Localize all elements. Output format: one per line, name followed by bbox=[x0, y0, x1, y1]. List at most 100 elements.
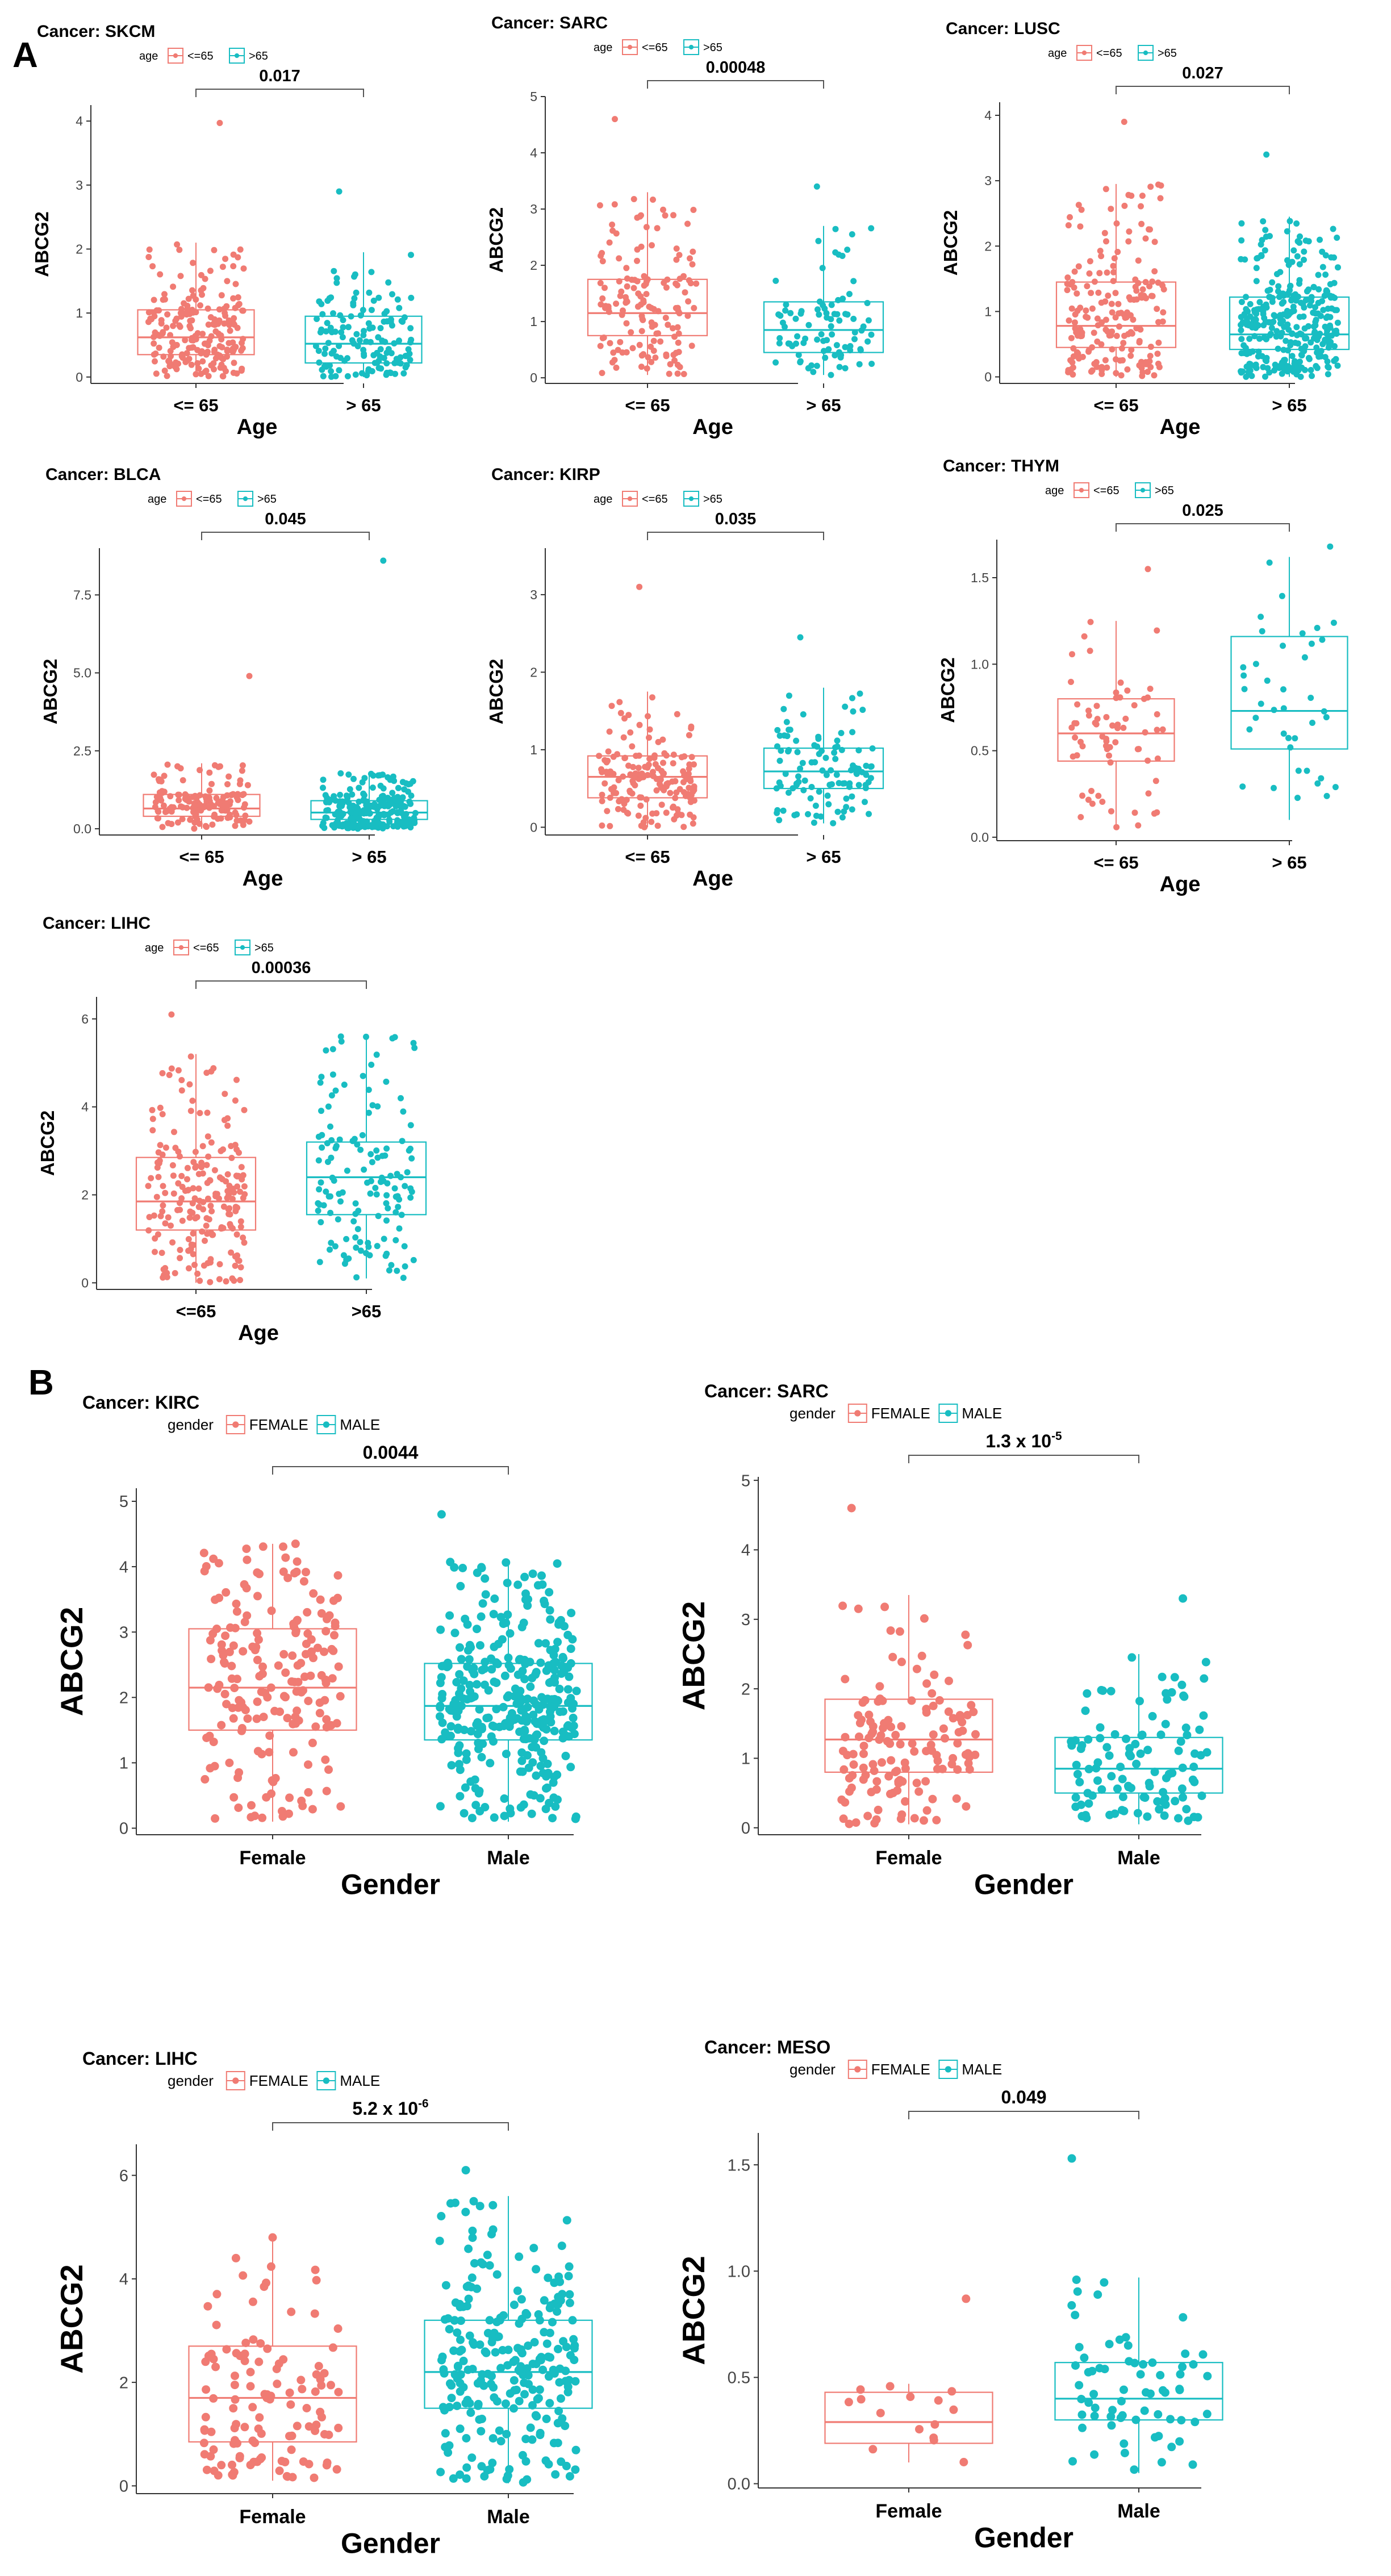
data-point bbox=[465, 1655, 474, 1664]
data-point bbox=[159, 330, 166, 337]
data-point bbox=[317, 1671, 326, 1680]
data-point bbox=[519, 1706, 528, 1715]
data-point bbox=[193, 794, 200, 801]
data-point bbox=[1285, 734, 1292, 741]
data-point bbox=[348, 815, 354, 822]
data-point bbox=[502, 1750, 511, 1759]
data-point bbox=[246, 2368, 255, 2377]
data-point bbox=[638, 352, 645, 359]
data-point bbox=[456, 2387, 465, 2396]
data-point bbox=[851, 336, 858, 343]
data-point bbox=[316, 1186, 323, 1193]
data-point bbox=[1327, 294, 1334, 301]
data-point bbox=[542, 2414, 551, 2423]
data-point bbox=[855, 1718, 864, 1727]
data-point bbox=[922, 1679, 931, 1688]
data-point bbox=[1147, 686, 1154, 692]
data-point bbox=[246, 673, 253, 679]
y-tick-label: 1 bbox=[984, 304, 992, 319]
data-point bbox=[486, 1759, 495, 1768]
data-point bbox=[153, 370, 160, 377]
data-point bbox=[361, 796, 367, 803]
data-point bbox=[644, 772, 651, 778]
data-point bbox=[373, 1051, 380, 1058]
data-point bbox=[452, 1678, 461, 1686]
chart-title: Cancer: KIRP bbox=[491, 465, 600, 484]
data-point bbox=[1070, 371, 1076, 378]
data-point bbox=[1323, 315, 1330, 321]
data-point bbox=[617, 709, 624, 716]
data-point bbox=[962, 2294, 971, 2303]
data-point bbox=[1138, 203, 1144, 210]
data-point bbox=[453, 2402, 462, 2410]
data-point bbox=[1138, 294, 1145, 301]
y-tick-label: 2 bbox=[119, 2374, 128, 2392]
x-axis-title: Age bbox=[243, 867, 283, 891]
panel-label-b: B bbox=[28, 1363, 54, 1402]
data-point bbox=[520, 1572, 529, 1581]
data-point bbox=[436, 1712, 444, 1721]
data-point bbox=[370, 297, 377, 304]
data-point bbox=[407, 824, 414, 830]
data-point bbox=[484, 1686, 493, 1695]
data-point bbox=[1244, 319, 1251, 325]
data-point bbox=[670, 212, 676, 219]
data-point bbox=[227, 798, 233, 805]
data-point bbox=[785, 340, 792, 347]
data-point bbox=[379, 821, 386, 828]
legend-key-dot-1 bbox=[854, 2066, 861, 2073]
data-point bbox=[398, 1095, 404, 1101]
data-point bbox=[235, 1768, 244, 1777]
data-point bbox=[1200, 1674, 1209, 1683]
data-point bbox=[1303, 335, 1310, 341]
data-point bbox=[801, 777, 808, 784]
data-point bbox=[1068, 335, 1075, 341]
data-point bbox=[502, 2429, 511, 2439]
data-point bbox=[456, 2335, 465, 2344]
legend-title: age bbox=[145, 942, 164, 954]
data-point bbox=[365, 1239, 371, 1246]
data-point bbox=[173, 341, 180, 348]
data-point bbox=[322, 2461, 331, 2470]
data-point bbox=[151, 1212, 157, 1219]
data-point bbox=[471, 1784, 480, 1793]
data-point bbox=[312, 2276, 321, 2285]
data-point bbox=[273, 2379, 282, 2389]
data-point bbox=[145, 1227, 152, 1234]
data-point bbox=[279, 1692, 289, 1701]
data-point bbox=[1073, 2287, 1082, 2296]
data-point bbox=[610, 349, 617, 356]
data-point bbox=[933, 1756, 942, 1765]
data-point bbox=[939, 1724, 948, 1733]
data-point bbox=[661, 750, 668, 757]
data-point bbox=[598, 301, 604, 308]
data-point bbox=[354, 1141, 361, 1148]
data-point bbox=[550, 1694, 559, 1704]
data-point bbox=[672, 280, 679, 287]
data-point bbox=[1284, 321, 1291, 328]
data-point bbox=[353, 289, 360, 296]
data-point bbox=[832, 755, 839, 762]
data-point bbox=[1084, 1735, 1093, 1744]
data-point bbox=[1110, 269, 1117, 275]
data-point bbox=[532, 2265, 541, 2274]
data-point bbox=[811, 742, 818, 749]
data-point bbox=[558, 1652, 567, 1661]
data-point bbox=[548, 2318, 557, 2327]
data-point bbox=[255, 1569, 264, 1579]
data-point bbox=[880, 1602, 889, 1611]
data-point bbox=[1269, 319, 1276, 325]
legend-key-dot-2 bbox=[243, 496, 248, 502]
data-point bbox=[324, 2431, 333, 2439]
data-point bbox=[616, 798, 623, 805]
data-point bbox=[161, 368, 168, 374]
data-point bbox=[550, 1665, 559, 1675]
data-point bbox=[445, 2403, 454, 2412]
data-point bbox=[190, 1251, 197, 1258]
data-point bbox=[1120, 2385, 1128, 2394]
data-point bbox=[232, 1600, 241, 1608]
data-point bbox=[1243, 294, 1249, 300]
data-point bbox=[364, 1179, 370, 1186]
chart-title: Cancer: LIHC bbox=[43, 914, 151, 933]
data-point bbox=[551, 1802, 560, 1811]
